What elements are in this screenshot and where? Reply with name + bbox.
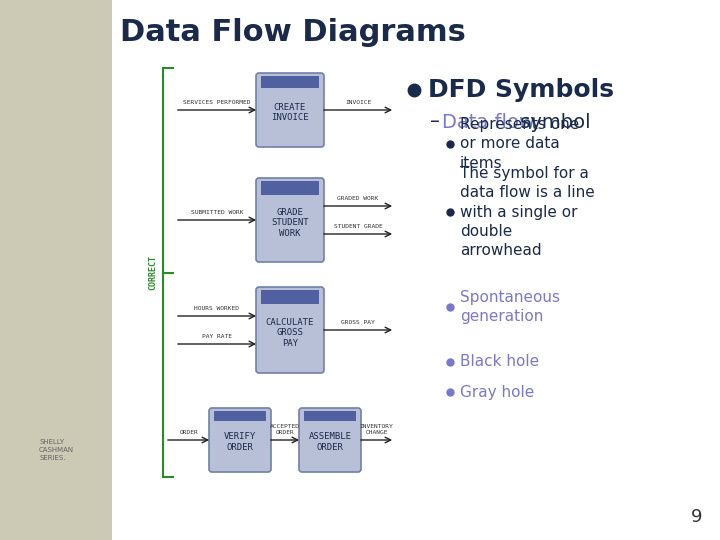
FancyBboxPatch shape (256, 178, 324, 262)
FancyBboxPatch shape (256, 73, 324, 147)
Text: HOURS WORKED: HOURS WORKED (194, 306, 240, 311)
Bar (214, 411, 266, 421)
Bar (0, 0, 112, 540)
Text: The symbol for a
data flow is a line
with a single or
double
arrowhead: The symbol for a data flow is a line wit… (460, 166, 595, 258)
FancyBboxPatch shape (299, 408, 361, 472)
Text: Data Flow Diagrams: Data Flow Diagrams (120, 18, 465, 47)
Text: Represents one
or more data
items: Represents one or more data items (460, 117, 580, 171)
Text: GROSS PAY: GROSS PAY (341, 320, 375, 325)
Text: PAY RATE: PAY RATE (202, 334, 232, 339)
Text: INVENTORY
CHANGE: INVENTORY CHANGE (359, 424, 393, 435)
FancyBboxPatch shape (209, 408, 271, 472)
Text: Spontaneous
generation: Spontaneous generation (460, 290, 560, 324)
Text: Data flow: Data flow (442, 112, 535, 132)
Text: ORDER: ORDER (179, 430, 198, 435)
Text: –: – (430, 112, 440, 132)
Text: CORRECT: CORRECT (148, 255, 157, 290)
Text: STUDENT GRADE: STUDENT GRADE (333, 224, 382, 229)
Text: VERIFY
ORDER: VERIFY ORDER (224, 432, 256, 452)
Text: CREATE
INVOICE: CREATE INVOICE (271, 103, 309, 123)
FancyBboxPatch shape (256, 287, 324, 373)
Text: DFD Symbols: DFD Symbols (428, 78, 614, 102)
Text: ACCEPTED
ORDER: ACCEPTED ORDER (270, 424, 300, 435)
Bar (261, 76, 319, 88)
Text: symbol: symbol (514, 112, 590, 132)
Text: Black hole: Black hole (460, 354, 539, 369)
Bar (261, 181, 319, 195)
Bar (261, 290, 319, 305)
Text: INVOICE: INVOICE (345, 100, 371, 105)
Text: GRADE
STUDENT
WORK: GRADE STUDENT WORK (271, 207, 309, 238)
Text: SHELLY
CASHMAN
SERIES.: SHELLY CASHMAN SERIES. (39, 439, 74, 461)
Text: CALCULATE
GROSS
PAY: CALCULATE GROSS PAY (266, 318, 314, 348)
Text: Gray hole: Gray hole (460, 384, 534, 400)
Text: SERVICES PERFORMED: SERVICES PERFORMED (184, 100, 251, 105)
Text: GRADED WORK: GRADED WORK (338, 196, 379, 201)
Bar (304, 411, 356, 421)
Text: SUBMITTED WORK: SUBMITTED WORK (191, 210, 243, 215)
Text: ASSEMBLE
ORDER: ASSEMBLE ORDER (308, 432, 351, 452)
Text: 9: 9 (690, 508, 702, 526)
